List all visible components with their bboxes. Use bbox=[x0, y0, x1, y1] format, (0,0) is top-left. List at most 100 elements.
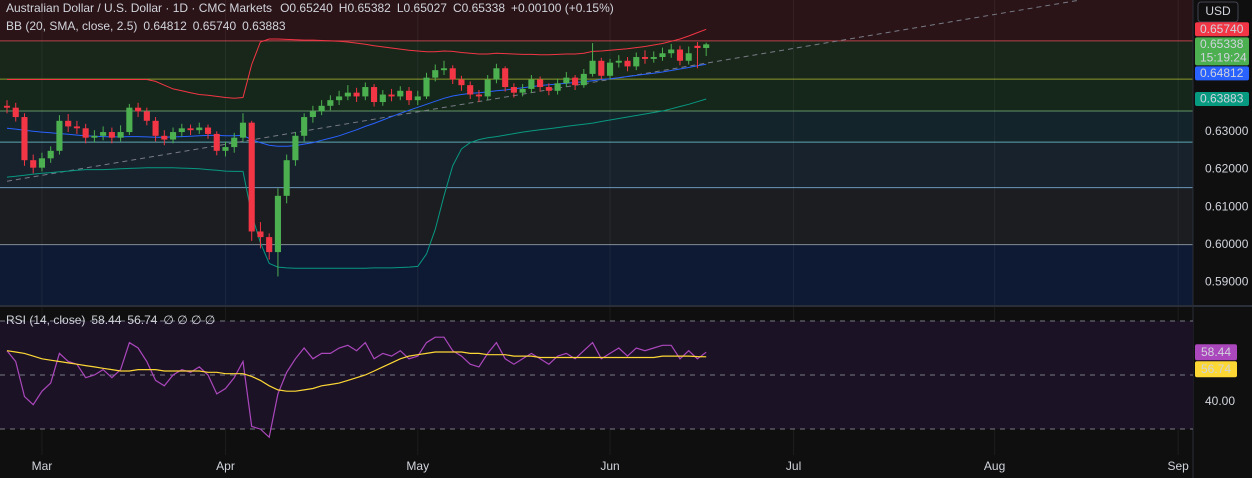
candle-body bbox=[467, 85, 474, 95]
candle-body bbox=[598, 60, 605, 76]
candle-body bbox=[371, 87, 378, 103]
candle-body bbox=[65, 120, 72, 127]
zone bbox=[0, 111, 1193, 143]
rsi-legend: 56.74 bbox=[127, 313, 157, 327]
candle-body bbox=[405, 90, 413, 101]
candle-body bbox=[318, 105, 325, 112]
price-label-box bbox=[1195, 92, 1249, 107]
ohlc-key: H bbox=[339, 1, 348, 15]
candle-body bbox=[12, 107, 19, 118]
candle-body bbox=[283, 160, 290, 196]
candle-body bbox=[388, 94, 395, 97]
candle-body bbox=[676, 49, 684, 61]
candle-body bbox=[572, 77, 579, 86]
rsi-line bbox=[6, 350, 707, 392]
candle-body bbox=[3, 105, 11, 108]
candle-body bbox=[510, 87, 517, 93]
title: Australian Dollar / U.S. Dollar · 1D · C… bbox=[6, 1, 272, 15]
price-label: 0.63883 bbox=[1200, 92, 1244, 106]
candle-body bbox=[353, 92, 360, 97]
candle-body bbox=[362, 87, 369, 97]
indicator-value: 0.64812 bbox=[143, 19, 187, 33]
x-tick-label: Jul bbox=[786, 459, 801, 473]
candle-body bbox=[641, 57, 649, 59]
indicator-value: 0.63883 bbox=[242, 19, 286, 33]
candle-body bbox=[292, 135, 299, 161]
candle-body bbox=[344, 92, 351, 97]
candle-body bbox=[143, 111, 150, 121]
candle-body bbox=[187, 128, 194, 131]
candle-body bbox=[502, 68, 509, 88]
zone bbox=[0, 0, 1193, 41]
candle-body bbox=[213, 133, 220, 151]
trendline bbox=[6, 0, 1081, 182]
currency: USD bbox=[1205, 4, 1231, 18]
y-tick-label: 0.62000 bbox=[1205, 162, 1249, 176]
candle-body bbox=[606, 62, 614, 76]
candle-body bbox=[650, 57, 657, 59]
candle-body bbox=[336, 96, 343, 101]
ohlc-value: 0.65382 bbox=[347, 1, 391, 15]
candle-body bbox=[493, 68, 500, 80]
x-tick-label: Sep bbox=[1167, 459, 1189, 473]
rsi-label-box bbox=[1195, 344, 1237, 361]
zone bbox=[0, 79, 1193, 112]
candle-body bbox=[222, 147, 229, 151]
x-tick-label: Mar bbox=[32, 459, 53, 473]
zone bbox=[0, 244, 1193, 305]
x-tick-label: Aug bbox=[984, 459, 1005, 473]
candle-body bbox=[204, 127, 212, 134]
candle-body bbox=[100, 132, 107, 136]
y-tick-label: 0.60000 bbox=[1205, 237, 1249, 251]
rsi-legend: RSI (14, close) bbox=[6, 313, 85, 327]
rsi-label: 56.74 bbox=[1201, 362, 1231, 376]
candle-body bbox=[685, 53, 692, 61]
price-label: 0.64812 bbox=[1200, 66, 1244, 80]
candle-body bbox=[274, 195, 281, 253]
y-tick-label: 40.00 bbox=[1205, 394, 1235, 408]
candle-body bbox=[196, 127, 203, 131]
price-label-box bbox=[1195, 66, 1249, 81]
candle-body bbox=[563, 77, 570, 84]
x-tick-label: Jun bbox=[600, 459, 619, 473]
candle-body bbox=[21, 117, 28, 161]
candle-body bbox=[30, 160, 37, 168]
candle-body bbox=[117, 132, 124, 138]
candle-body bbox=[537, 79, 544, 88]
y-tick-label: 0.61000 bbox=[1205, 199, 1249, 213]
candle-body bbox=[615, 60, 622, 63]
candle-body bbox=[545, 87, 552, 91]
price-label: 0.65740 bbox=[1200, 22, 1244, 36]
candle-body bbox=[475, 94, 483, 97]
candle-body bbox=[694, 45, 701, 49]
candle-body bbox=[178, 128, 185, 133]
ohlc-value: 0.65240 bbox=[289, 1, 333, 15]
price-label: 0.65338 bbox=[1200, 37, 1244, 51]
candle-body bbox=[397, 90, 404, 97]
ohlc-value: 0.65027 bbox=[404, 1, 448, 15]
indicator-title: BB (20, SMA, close, 2.5) bbox=[6, 19, 137, 33]
candle-body bbox=[554, 83, 561, 91]
candle-body bbox=[135, 107, 142, 112]
candle-body bbox=[414, 96, 421, 101]
candle-body bbox=[633, 57, 640, 67]
rsi-legend: ∅ ∅ ∅ ∅ bbox=[163, 313, 215, 327]
bb-line bbox=[6, 98, 707, 269]
candle-body bbox=[56, 120, 63, 151]
candle-body bbox=[161, 135, 168, 140]
candle-body bbox=[169, 132, 177, 140]
change: +0.00100 (+0.15%) bbox=[511, 1, 614, 15]
candle-body bbox=[458, 79, 465, 86]
ohlc-key: L bbox=[397, 1, 404, 15]
candle-body bbox=[257, 231, 264, 238]
candle-body bbox=[108, 132, 115, 138]
zone bbox=[0, 142, 1193, 188]
candle-body bbox=[152, 120, 159, 136]
currency-box bbox=[1197, 1, 1239, 23]
zone bbox=[0, 40, 1193, 80]
candle-body bbox=[484, 79, 491, 97]
candle-body bbox=[73, 126, 80, 129]
candle-body bbox=[38, 158, 46, 168]
